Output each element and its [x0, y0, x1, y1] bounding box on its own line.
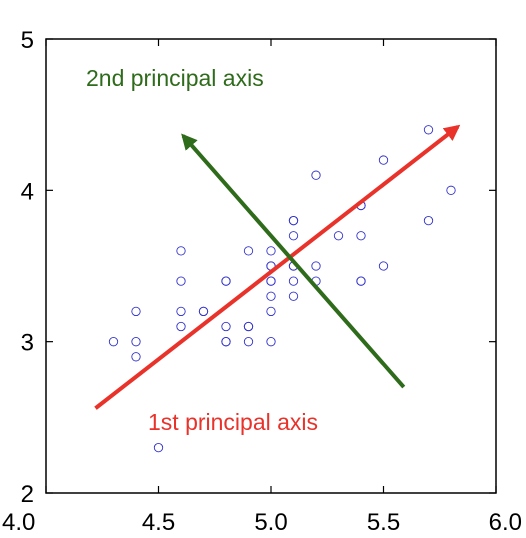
data-point — [108, 337, 119, 347]
data-point — [153, 442, 164, 453]
data-point — [288, 215, 299, 226]
y-tick-label: 2 — [21, 481, 34, 508]
data-point — [221, 276, 231, 286]
data-point — [423, 215, 434, 226]
data-point — [131, 306, 141, 317]
data-point — [176, 306, 186, 317]
y-tick-label: 3 — [21, 330, 34, 357]
data-point — [288, 291, 299, 301]
data-point — [176, 276, 186, 286]
data-point — [266, 276, 276, 286]
x-tick-label: 5.5 — [367, 509, 400, 536]
first-principal-axis-label: 1st principal axis — [148, 409, 318, 435]
data-point — [176, 321, 186, 332]
data-point — [356, 231, 366, 241]
second-principal-axis-arrow — [181, 133, 406, 389]
x-tick-label: 6.0 — [489, 509, 522, 536]
data-point — [221, 337, 231, 347]
tick-marks — [45, 38, 497, 494]
y-tick-label: 5 — [21, 27, 34, 54]
data-point — [446, 185, 456, 195]
tick-labels: 4.0 4.5 5.0 5.5 6.0 2 3 4 5 — [2, 27, 522, 536]
data-point — [131, 352, 141, 362]
data-point — [131, 337, 141, 347]
data-point — [243, 321, 254, 332]
data-point — [243, 246, 254, 256]
data-point — [423, 125, 434, 135]
data-point — [266, 306, 276, 317]
second-principal-axis-label: 2nd principal axis — [86, 65, 264, 91]
first-principal-axis-arrow — [94, 124, 461, 410]
x-tick-label: 4.5 — [142, 509, 175, 536]
data-point — [266, 246, 276, 256]
data-point — [221, 321, 231, 332]
data-point — [288, 231, 299, 241]
data-point — [333, 231, 344, 241]
x-tick-label: 4.0 — [2, 509, 35, 536]
data-point — [176, 246, 186, 256]
data-point — [266, 291, 276, 301]
data-point — [311, 261, 321, 271]
y-tick-label: 4 — [21, 178, 34, 205]
data-point — [288, 276, 299, 286]
data-point — [378, 155, 389, 165]
x-tick-label: 5.0 — [254, 509, 287, 536]
data-point — [311, 170, 321, 180]
data-point — [378, 261, 389, 271]
data-point — [266, 337, 276, 347]
data-point — [356, 276, 366, 286]
data-point — [243, 337, 254, 347]
data-points — [108, 125, 456, 453]
data-point — [198, 306, 209, 317]
